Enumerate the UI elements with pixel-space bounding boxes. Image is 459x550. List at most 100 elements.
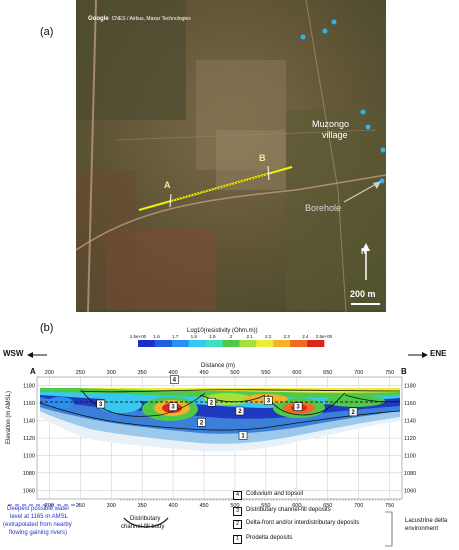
lacustrine-label-2: environment (405, 526, 439, 532)
colorbar-swatch (307, 340, 325, 347)
unit-marker-number: 3 (171, 405, 175, 411)
distance-tick-label: 450 (199, 370, 208, 376)
well-marker (360, 109, 366, 115)
unit-marker-number: 2 (210, 400, 214, 406)
unit-marker: 3 (293, 402, 303, 411)
well-marker (380, 147, 386, 153)
attribution-text: CNES / Airbus, Maxar Technologies (111, 16, 191, 22)
lacustrine-bracket (385, 511, 393, 547)
unit-marker-box (197, 418, 206, 427)
water-level-note-2: level at 1165 m AMSL (10, 514, 68, 520)
elevation-tick-label: 1160 (404, 401, 416, 407)
well-marker (322, 28, 328, 34)
legend-graphics (8, 499, 400, 547)
channel-fill-label-1: Distributary (130, 516, 161, 522)
distance-tick-label: 400 (169, 503, 178, 509)
unit-marker: 2 (197, 418, 206, 427)
distance-ticks-bottom: 200 250 300 350 400 450 500 550 600 650 700 750 (45, 503, 394, 509)
colorbar-swatch (138, 340, 156, 347)
elevation-ticks-left: 1180 1160 1140 1120 1100 1080 1060 (23, 384, 35, 495)
unit-marker: 1 (238, 431, 248, 440)
elevation-tick-label: 1100 (23, 453, 35, 459)
water-level-note-4: flowing gaining rivers) (9, 530, 68, 536)
distance-tick-label: 400 (169, 370, 178, 376)
distance-tick-label: 250 (76, 503, 85, 509)
satellite-imagery (76, 0, 386, 312)
unit-marker: 2 (235, 406, 245, 416)
distance-tick-label: 550 (261, 503, 270, 509)
legend-unit-2-text: Delta-front and/or interdistributary dep… (246, 520, 360, 526)
distance-tick-label: 350 (138, 503, 147, 509)
unit-marker-box (235, 406, 245, 416)
distance-tick-label: 700 (354, 503, 363, 509)
borehole-marker (379, 178, 385, 184)
resistivity-section-figure: 1.5e+00 1.6 1.7 1.8 1.9 2 2.1 2.2 2.3 2.4 2.5e+00 … (23, 334, 428, 509)
elevation-tick-label: 1080 (404, 471, 416, 477)
distance-tick-label: 750 (385, 370, 394, 376)
map-attribution: Google CNES / Airbus, Maxar Technologies (88, 16, 191, 22)
unit-marker-number: 4 (173, 378, 177, 384)
colorbar-tick-label: 1.7 (172, 334, 179, 339)
unit-markers: 4 3 3 3 3 2 2 2 2 1 (96, 375, 358, 440)
village-label-line2: village (322, 130, 348, 140)
elevation-ticks-right: 1180 1160 1140 1120 1100 1080 1060 (404, 384, 416, 495)
unit-marker-box (293, 402, 303, 411)
well-marker (300, 34, 306, 40)
elevation-tick-label: 1140 (404, 419, 416, 425)
colorbar-swatch (290, 340, 308, 347)
north-label: N (361, 247, 367, 256)
distance-tick-label: 600 (292, 503, 301, 509)
well-marker (365, 124, 371, 130)
legend-unit-3-badge: 3 (233, 507, 242, 516)
colorbar-tick-label: 2.4 (302, 334, 309, 339)
colorbar-swatch (171, 340, 190, 347)
colorbar-tick-label: 2.5e+00 (316, 334, 333, 339)
colorbar-swatch (273, 340, 291, 347)
unit-marker: 3 (168, 402, 178, 411)
colorbar-swatch (188, 340, 206, 347)
unit-marker-box (238, 431, 248, 440)
distance-tick-label: 700 (354, 370, 363, 376)
well-marker (331, 19, 337, 25)
colorbar-tick-label: 2 (230, 334, 233, 339)
colorbar-swatch (239, 340, 257, 347)
unit-marker-box (168, 402, 178, 411)
panel-b-label: (b) (40, 322, 54, 334)
distance-axis-title: Distance (m) (201, 363, 236, 369)
elevation-tick-label: 1120 (23, 436, 35, 442)
elevation-tick-label: 1120 (404, 436, 416, 442)
elevation-tick-label: 1060 (404, 488, 416, 494)
elevation-tick-label: 1140 (23, 419, 35, 425)
distance-tick-label: 200 (45, 503, 54, 509)
distance-tick-label: 750 (385, 503, 394, 509)
colorbar-title: Log10(resistivity (Ohm.m)) (187, 328, 258, 334)
colorbar-tick-label: 1.9 (209, 334, 216, 339)
elevation-tick-label: 1080 (23, 471, 35, 477)
legend-unit-4-badge: 4 (233, 491, 242, 500)
unit-marker: 4 (170, 375, 179, 384)
point-a-label: A (164, 180, 171, 190)
channel-fill-legend-icon (123, 517, 169, 528)
unit-marker: 3 (96, 399, 106, 409)
distance-tick-label: 650 (323, 503, 332, 509)
colorbar-swatch (222, 340, 240, 347)
distance-tick-label: 500 (230, 370, 239, 376)
distance-tick-label: 200 (45, 370, 54, 376)
unit-marker-box (348, 407, 358, 417)
scale-label: 200 m (350, 289, 376, 299)
colorbar-swatch (256, 340, 274, 347)
borehole-label: Borehole (305, 203, 342, 213)
colorbar-tick-label: 1.8 (191, 334, 198, 339)
distance-tick-label: 650 (323, 370, 332, 376)
legend-unit-1-text: Prodelta deposits (246, 535, 293, 541)
legend-unit-4-text: Colluvium and topsoil (246, 491, 304, 497)
point-a-tick (169, 193, 172, 208)
colorbar-swatch (154, 340, 173, 347)
satellite-map[interactable]: Google CNES / Airbus, Maxar Technologies … (76, 0, 386, 312)
unit-marker-box (264, 396, 273, 405)
distance-tick-label: 300 (107, 503, 116, 509)
borehole-arrow (343, 182, 379, 203)
direction-left-label: WSW (3, 349, 24, 358)
colorbar-tick-label: 2.2 (265, 334, 272, 339)
distance-tick-label: 600 (292, 370, 301, 376)
